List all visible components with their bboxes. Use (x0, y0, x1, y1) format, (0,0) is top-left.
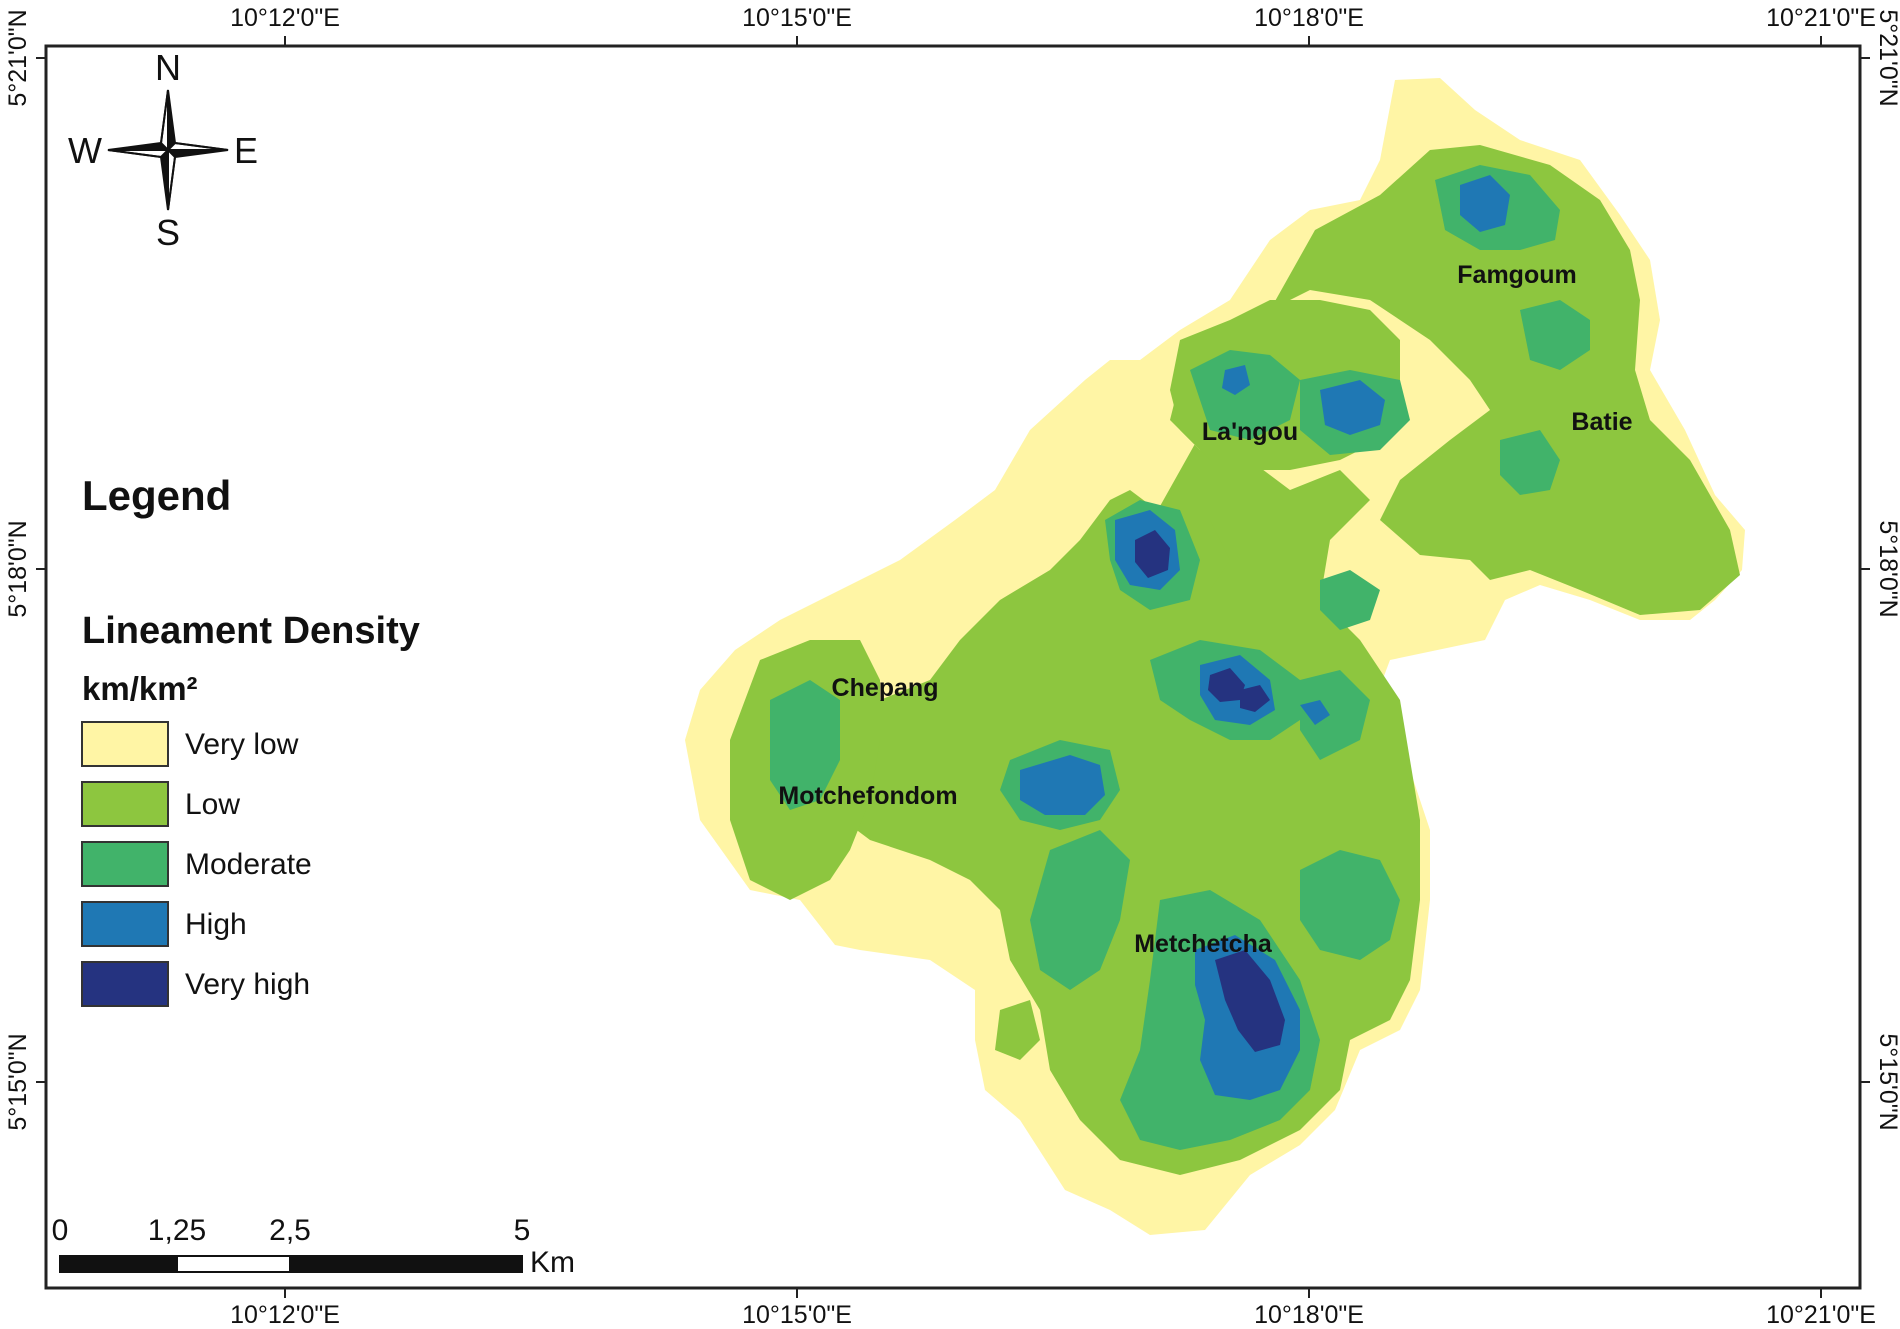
top-coordinate-labels: 10°12'0"E 10°15'0"E 10°18'0"E 10°21'0"E (230, 4, 1876, 32)
top-tick-label: 10°15'0"E (742, 4, 852, 32)
legend-item-label: Low (185, 788, 240, 821)
top-tick-label: 10°21'0"E (1766, 4, 1876, 32)
left-tick-label: 5°21'0"N (4, 9, 32, 106)
place-label-motchefondom: Motchefondom (778, 782, 957, 810)
legend-item-label: Very low (185, 728, 299, 761)
left-tick-label: 5°15'0"N (4, 1033, 32, 1130)
bottom-tick-label: 10°21'0"E (1766, 1301, 1876, 1329)
right-coordinate-labels: 5°21'0"N 5°18'0"N 5°15'0"N (1874, 9, 1900, 1130)
legend-swatch (81, 781, 169, 827)
compass-s: S (156, 212, 180, 253)
scale-unit: Km (530, 1246, 575, 1279)
bottom-tick-label: 10°12'0"E (230, 1301, 340, 1329)
place-label-famgoum: Famgoum (1457, 261, 1576, 289)
compass-e: E (234, 130, 258, 171)
compass-rose-icon: N S E W (68, 47, 258, 253)
legend-item-label: Moderate (185, 848, 312, 881)
legend-swatch (81, 721, 169, 767)
legend-swatch (81, 901, 169, 947)
scale-label: 2,5 (269, 1214, 311, 1247)
left-tick-label: 5°18'0"N (4, 520, 32, 617)
scale-bar: 0 1,25 2,5 5 Km (52, 1214, 575, 1279)
bottom-tick-label: 10°18'0"E (1254, 1301, 1364, 1329)
legend-unit: km/km² (82, 670, 198, 707)
scale-segment (59, 1255, 178, 1273)
legend: Legend Lineament Density km/km² Very low… (81, 472, 420, 1007)
place-labels: Famgoum La'ngou Batie Chepang Motchefond… (778, 261, 1632, 958)
top-tick-label: 10°18'0"E (1254, 4, 1364, 32)
legend-items: Very low Low Moderate High Very high (81, 721, 312, 1007)
compass-w: W (68, 130, 102, 171)
place-label-chepang: Chepang (832, 674, 939, 702)
legend-title: Legend (82, 472, 231, 519)
legend-item-label: High (185, 908, 247, 941)
tick-marks (36, 36, 1870, 1298)
top-tick-label: 10°12'0"E (230, 4, 340, 32)
bottom-tick-label: 10°15'0"E (742, 1301, 852, 1329)
scale-label: 0 (52, 1214, 69, 1247)
scale-label: 5 (514, 1214, 531, 1247)
legend-swatch (81, 841, 169, 887)
right-tick-label: 5°15'0"N (1874, 1033, 1900, 1130)
legend-swatch (81, 961, 169, 1007)
density-very-high-zones (1135, 530, 1285, 1052)
scale-segment (176, 1255, 291, 1273)
compass-n: N (155, 47, 181, 88)
place-label-batie: Batie (1571, 408, 1632, 436)
bottom-coordinate-labels: 10°12'0"E 10°15'0"E 10°18'0"E 10°21'0"E (230, 1301, 1876, 1329)
scale-label: 1,25 (148, 1214, 206, 1247)
legend-subtitle: Lineament Density (82, 610, 420, 652)
left-coordinate-labels: 5°21'0"N 5°18'0"N 5°15'0"N (4, 9, 32, 1130)
scale-segment (289, 1255, 523, 1273)
right-tick-label: 5°18'0"N (1874, 520, 1900, 617)
right-tick-label: 5°21'0"N (1874, 9, 1900, 106)
place-label-langou: La'ngou (1202, 418, 1298, 446)
legend-item-label: Very high (185, 968, 310, 1001)
place-label-metchetcha: Metchetcha (1134, 930, 1273, 958)
